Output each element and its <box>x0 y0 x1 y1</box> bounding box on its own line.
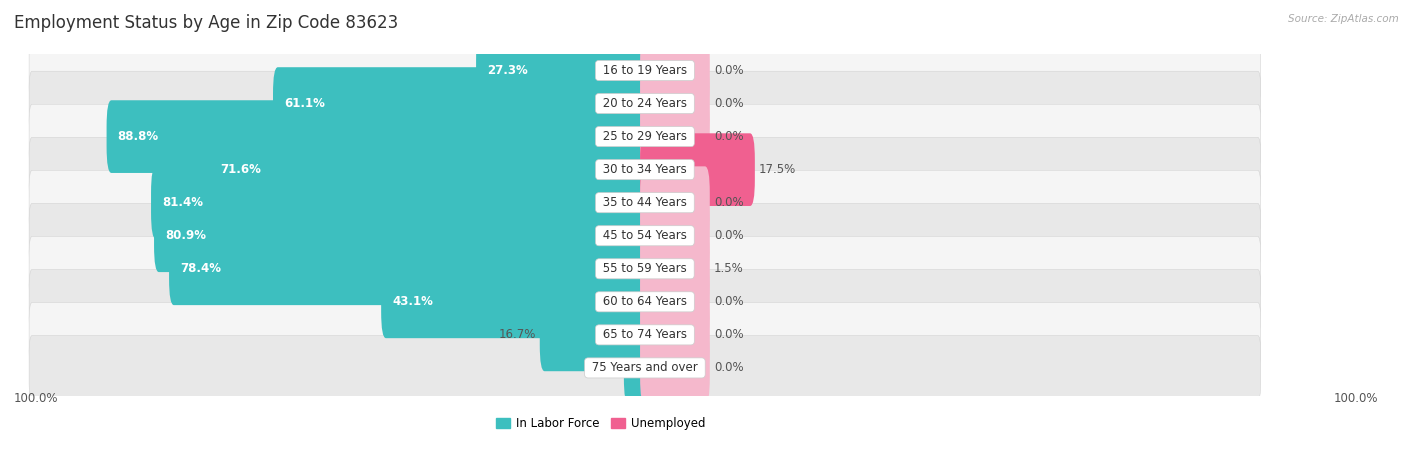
FancyBboxPatch shape <box>169 233 650 305</box>
Text: 17.5%: 17.5% <box>759 163 796 176</box>
FancyBboxPatch shape <box>209 133 650 206</box>
Text: Source: ZipAtlas.com: Source: ZipAtlas.com <box>1288 14 1399 23</box>
Text: Employment Status by Age in Zip Code 83623: Employment Status by Age in Zip Code 836… <box>14 14 398 32</box>
FancyBboxPatch shape <box>30 71 1261 136</box>
FancyBboxPatch shape <box>477 34 650 107</box>
Text: 0.0%: 0.0% <box>714 97 744 110</box>
FancyBboxPatch shape <box>30 236 1261 301</box>
Text: 0.0%: 0.0% <box>714 196 744 209</box>
Text: 100.0%: 100.0% <box>14 392 59 405</box>
Text: 100.0%: 100.0% <box>1333 392 1378 405</box>
Text: 27.3%: 27.3% <box>486 64 527 77</box>
Text: 30 to 34 Years: 30 to 34 Years <box>599 163 690 176</box>
Text: 45 to 54 Years: 45 to 54 Years <box>599 229 690 242</box>
Text: 88.8%: 88.8% <box>117 130 159 143</box>
Text: 0.0%: 0.0% <box>714 295 744 308</box>
Text: 71.6%: 71.6% <box>221 163 262 176</box>
Text: 43.1%: 43.1% <box>392 295 433 308</box>
Text: 0.0%: 0.0% <box>714 328 744 342</box>
Text: 65 to 74 Years: 65 to 74 Years <box>599 328 690 342</box>
Text: 80.9%: 80.9% <box>165 229 205 242</box>
Text: 35 to 44 Years: 35 to 44 Years <box>599 196 690 209</box>
Text: 60 to 64 Years: 60 to 64 Years <box>599 295 690 308</box>
Text: 61.1%: 61.1% <box>284 97 325 110</box>
Text: 55 to 59 Years: 55 to 59 Years <box>599 262 690 275</box>
Text: 0.0%: 0.0% <box>714 361 744 374</box>
FancyBboxPatch shape <box>30 170 1261 235</box>
FancyBboxPatch shape <box>150 166 650 239</box>
FancyBboxPatch shape <box>540 298 650 371</box>
Text: 0.0%: 0.0% <box>714 229 744 242</box>
FancyBboxPatch shape <box>273 67 650 140</box>
FancyBboxPatch shape <box>640 332 710 404</box>
FancyBboxPatch shape <box>640 298 710 371</box>
FancyBboxPatch shape <box>30 336 1261 400</box>
FancyBboxPatch shape <box>640 133 755 206</box>
FancyBboxPatch shape <box>640 67 710 140</box>
FancyBboxPatch shape <box>624 332 650 404</box>
FancyBboxPatch shape <box>640 166 710 239</box>
Legend: In Labor Force, Unemployed: In Labor Force, Unemployed <box>491 412 710 435</box>
FancyBboxPatch shape <box>381 266 650 338</box>
Text: 0.0%: 0.0% <box>714 64 744 77</box>
FancyBboxPatch shape <box>640 34 710 107</box>
Text: 16.7%: 16.7% <box>498 328 536 342</box>
FancyBboxPatch shape <box>155 199 650 272</box>
Text: 75 Years and over: 75 Years and over <box>588 361 702 374</box>
Text: 1.5%: 1.5% <box>714 262 744 275</box>
Text: 2.7%: 2.7% <box>589 361 620 374</box>
FancyBboxPatch shape <box>640 199 710 272</box>
FancyBboxPatch shape <box>640 100 710 173</box>
FancyBboxPatch shape <box>30 38 1261 103</box>
Text: 0.0%: 0.0% <box>714 130 744 143</box>
FancyBboxPatch shape <box>30 104 1261 169</box>
Text: 78.4%: 78.4% <box>180 262 221 275</box>
FancyBboxPatch shape <box>640 266 710 338</box>
FancyBboxPatch shape <box>640 233 710 305</box>
FancyBboxPatch shape <box>107 100 650 173</box>
Text: 16 to 19 Years: 16 to 19 Years <box>599 64 690 77</box>
Text: 25 to 29 Years: 25 to 29 Years <box>599 130 690 143</box>
Text: 20 to 24 Years: 20 to 24 Years <box>599 97 690 110</box>
FancyBboxPatch shape <box>30 270 1261 334</box>
FancyBboxPatch shape <box>30 137 1261 202</box>
FancyBboxPatch shape <box>30 302 1261 367</box>
FancyBboxPatch shape <box>30 203 1261 268</box>
Text: 81.4%: 81.4% <box>162 196 202 209</box>
